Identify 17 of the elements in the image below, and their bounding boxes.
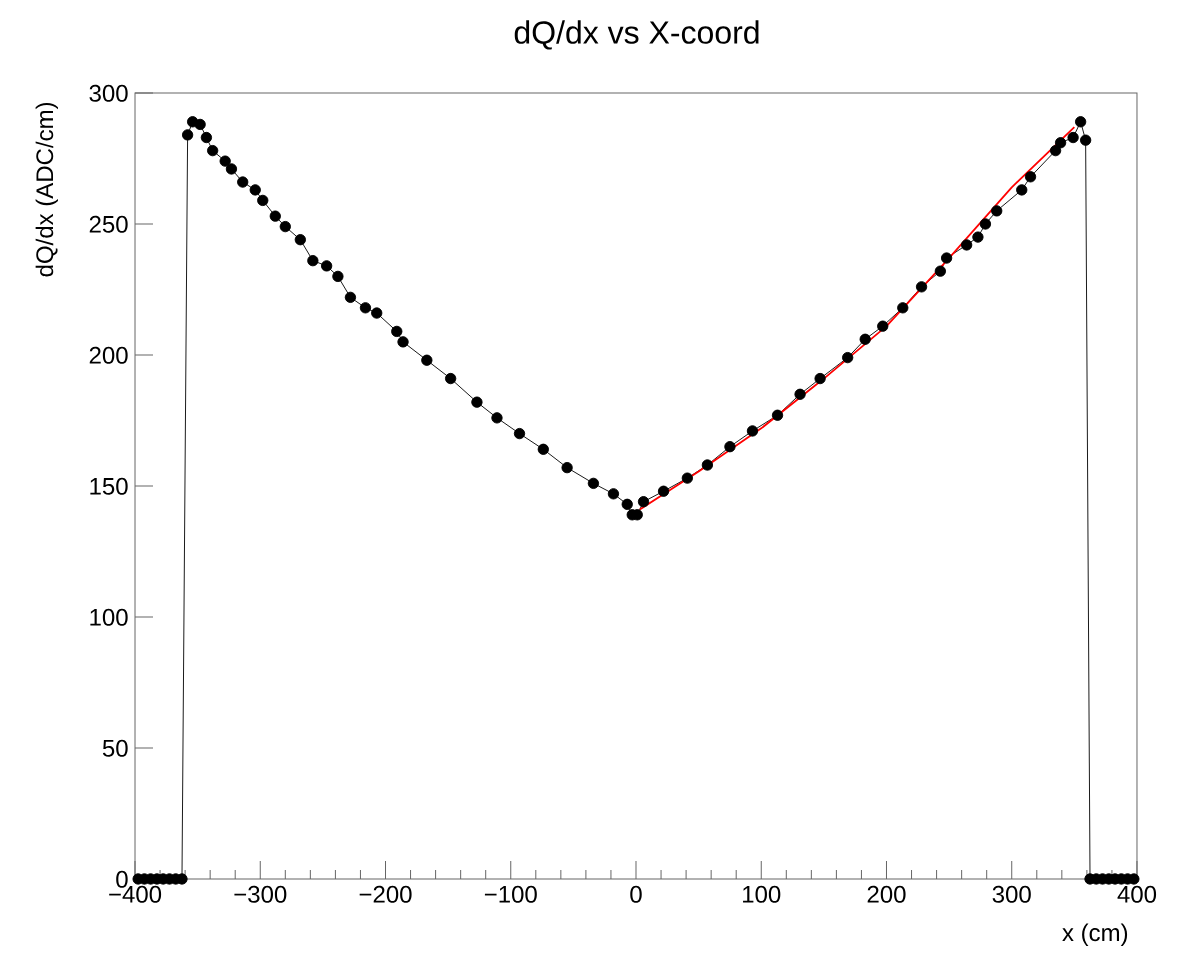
x-tick-label: 200 [867, 885, 906, 903]
y-tick-label: 100 [90, 608, 128, 626]
y-tick-label: 50 [102, 739, 128, 757]
x-tick-label: −300 [234, 885, 287, 903]
y-tick-label: 250 [89, 215, 128, 233]
y-tick-label: 300 [89, 84, 128, 102]
x-tick-label: 400 [1117, 885, 1157, 903]
y-tick-label: 150 [90, 477, 128, 495]
x-tick-label: −200 [359, 885, 412, 903]
x-tick-label: −100 [484, 885, 537, 903]
y-tick-label: 200 [89, 346, 128, 364]
x-tick-label: 100 [743, 885, 781, 903]
chart-title: dQ/dx vs X-coord [514, 20, 759, 50]
x-axis-title: x (cm) [1062, 923, 1128, 946]
y-axis-title: dQ/dx (ADC/cm) [35, 102, 58, 277]
x-tick-label: 0 [630, 885, 642, 903]
x-tick-label: 300 [992, 885, 1031, 903]
